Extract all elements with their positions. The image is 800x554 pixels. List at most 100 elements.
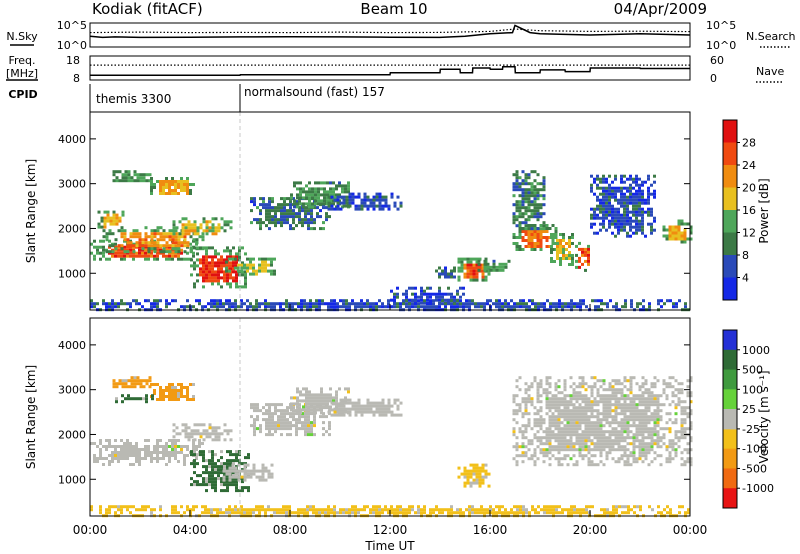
- power-cell: [396, 305, 399, 309]
- power-cell: [216, 302, 219, 306]
- velocity-cell: [629, 406, 633, 410]
- velocity-cell: [575, 412, 579, 416]
- velocity-cell: [313, 418, 316, 422]
- velocity-cell: [605, 445, 609, 449]
- velocity-cell: [223, 465, 226, 469]
- power-cell: [165, 302, 168, 306]
- velocity-cell: [196, 429, 200, 433]
- power-cell: [99, 251, 102, 255]
- velocity-cell: [102, 463, 105, 466]
- velocity-cell: [123, 442, 126, 445]
- power-cell: [193, 264, 196, 268]
- velocity-cell: [554, 415, 558, 419]
- velocity-cell: [210, 511, 213, 515]
- velocity-cell: [408, 505, 411, 509]
- power-cell: [515, 179, 519, 183]
- velocity-cell: [644, 388, 648, 392]
- power-cell: [626, 234, 629, 238]
- velocity-cell: [363, 407, 367, 411]
- velocity-cell: [659, 415, 663, 419]
- velocity-cell: [357, 511, 360, 515]
- power-cell: [184, 217, 188, 221]
- velocity-cell: [590, 388, 594, 392]
- velocity-cell: [536, 424, 540, 428]
- velocity-cell: [623, 454, 627, 458]
- velocity-cell: [533, 379, 537, 383]
- velocity-cell: [578, 385, 582, 389]
- velocity-cell: [518, 409, 522, 413]
- velocity-cell: [342, 511, 345, 515]
- velocity-cell: [192, 448, 195, 451]
- power-cell: [429, 295, 432, 299]
- power-cell: [556, 242, 559, 245]
- power-cell: [539, 248, 543, 251]
- power-cell: [270, 272, 273, 276]
- velocity-cell: [177, 389, 180, 392]
- velocity-cell: [542, 448, 546, 452]
- velocity-cell: [487, 484, 491, 488]
- power-cell: [253, 218, 256, 222]
- power-cell: [123, 257, 126, 261]
- velocity-cell: [674, 418, 678, 422]
- velocity-cell: [671, 448, 675, 452]
- velocity-cell: [271, 418, 274, 422]
- power-cell: [571, 242, 574, 245]
- velocity-cell: [689, 457, 693, 461]
- velocity-cell: [255, 505, 258, 509]
- power-cell: [327, 207, 331, 211]
- power-cell: [542, 230, 546, 233]
- velocity-cell: [99, 439, 102, 442]
- velocity-cell: [181, 429, 185, 433]
- velocity-cell: [656, 406, 660, 410]
- velocity-cell: [399, 401, 403, 405]
- velocity-cell: [342, 398, 346, 402]
- power-cell: [202, 255, 205, 259]
- power-cell: [112, 173, 116, 177]
- velocity-cell: [126, 451, 129, 454]
- velocity-cell: [569, 457, 573, 461]
- power-cell: [136, 173, 140, 177]
- power-cell: [527, 242, 531, 245]
- power-cell: [111, 302, 114, 306]
- velocity-cell: [686, 394, 690, 398]
- velocity-cell: [629, 385, 633, 389]
- power-cell: [408, 286, 411, 290]
- power-cell: [102, 245, 105, 249]
- velocity-cell: [653, 427, 657, 431]
- power-cell: [641, 192, 644, 196]
- power-cell: [584, 268, 587, 272]
- power-cell: [521, 188, 525, 192]
- power-cell: [475, 263, 479, 267]
- velocity-cell: [533, 436, 537, 440]
- power-cell: [211, 229, 215, 233]
- velocity-cell: [460, 472, 464, 476]
- velocity-cell: [186, 395, 189, 398]
- power-cell: [545, 224, 549, 227]
- power-cell: [213, 305, 216, 309]
- power-cell: [542, 188, 546, 192]
- velocity-cell: [151, 397, 154, 401]
- velocity-cell: [602, 436, 606, 440]
- velocity-cell: [305, 390, 308, 394]
- power-cell: [244, 270, 247, 274]
- velocity-cell: [307, 424, 310, 428]
- velocity-cell: [587, 433, 591, 437]
- velocity-cell: [384, 508, 387, 512]
- power-cell: [229, 255, 232, 259]
- velocity-cell: [656, 409, 660, 413]
- station-title: Kodiak (fitACF): [92, 0, 203, 18]
- velocity-cell: [596, 388, 600, 392]
- power-cell: [429, 299, 432, 303]
- power-cell: [283, 197, 286, 201]
- power-cell: [357, 192, 361, 196]
- velocity-cell: [629, 409, 633, 413]
- power-cell: [644, 180, 647, 184]
- power-cell: [556, 251, 559, 254]
- power-cell: [90, 305, 93, 309]
- velocity-cell: [339, 401, 343, 405]
- velocity-cell: [231, 475, 235, 479]
- power-cell: [244, 273, 247, 277]
- velocity-cell: [629, 424, 633, 428]
- power-cell: [111, 232, 115, 236]
- power-cell: [321, 302, 324, 306]
